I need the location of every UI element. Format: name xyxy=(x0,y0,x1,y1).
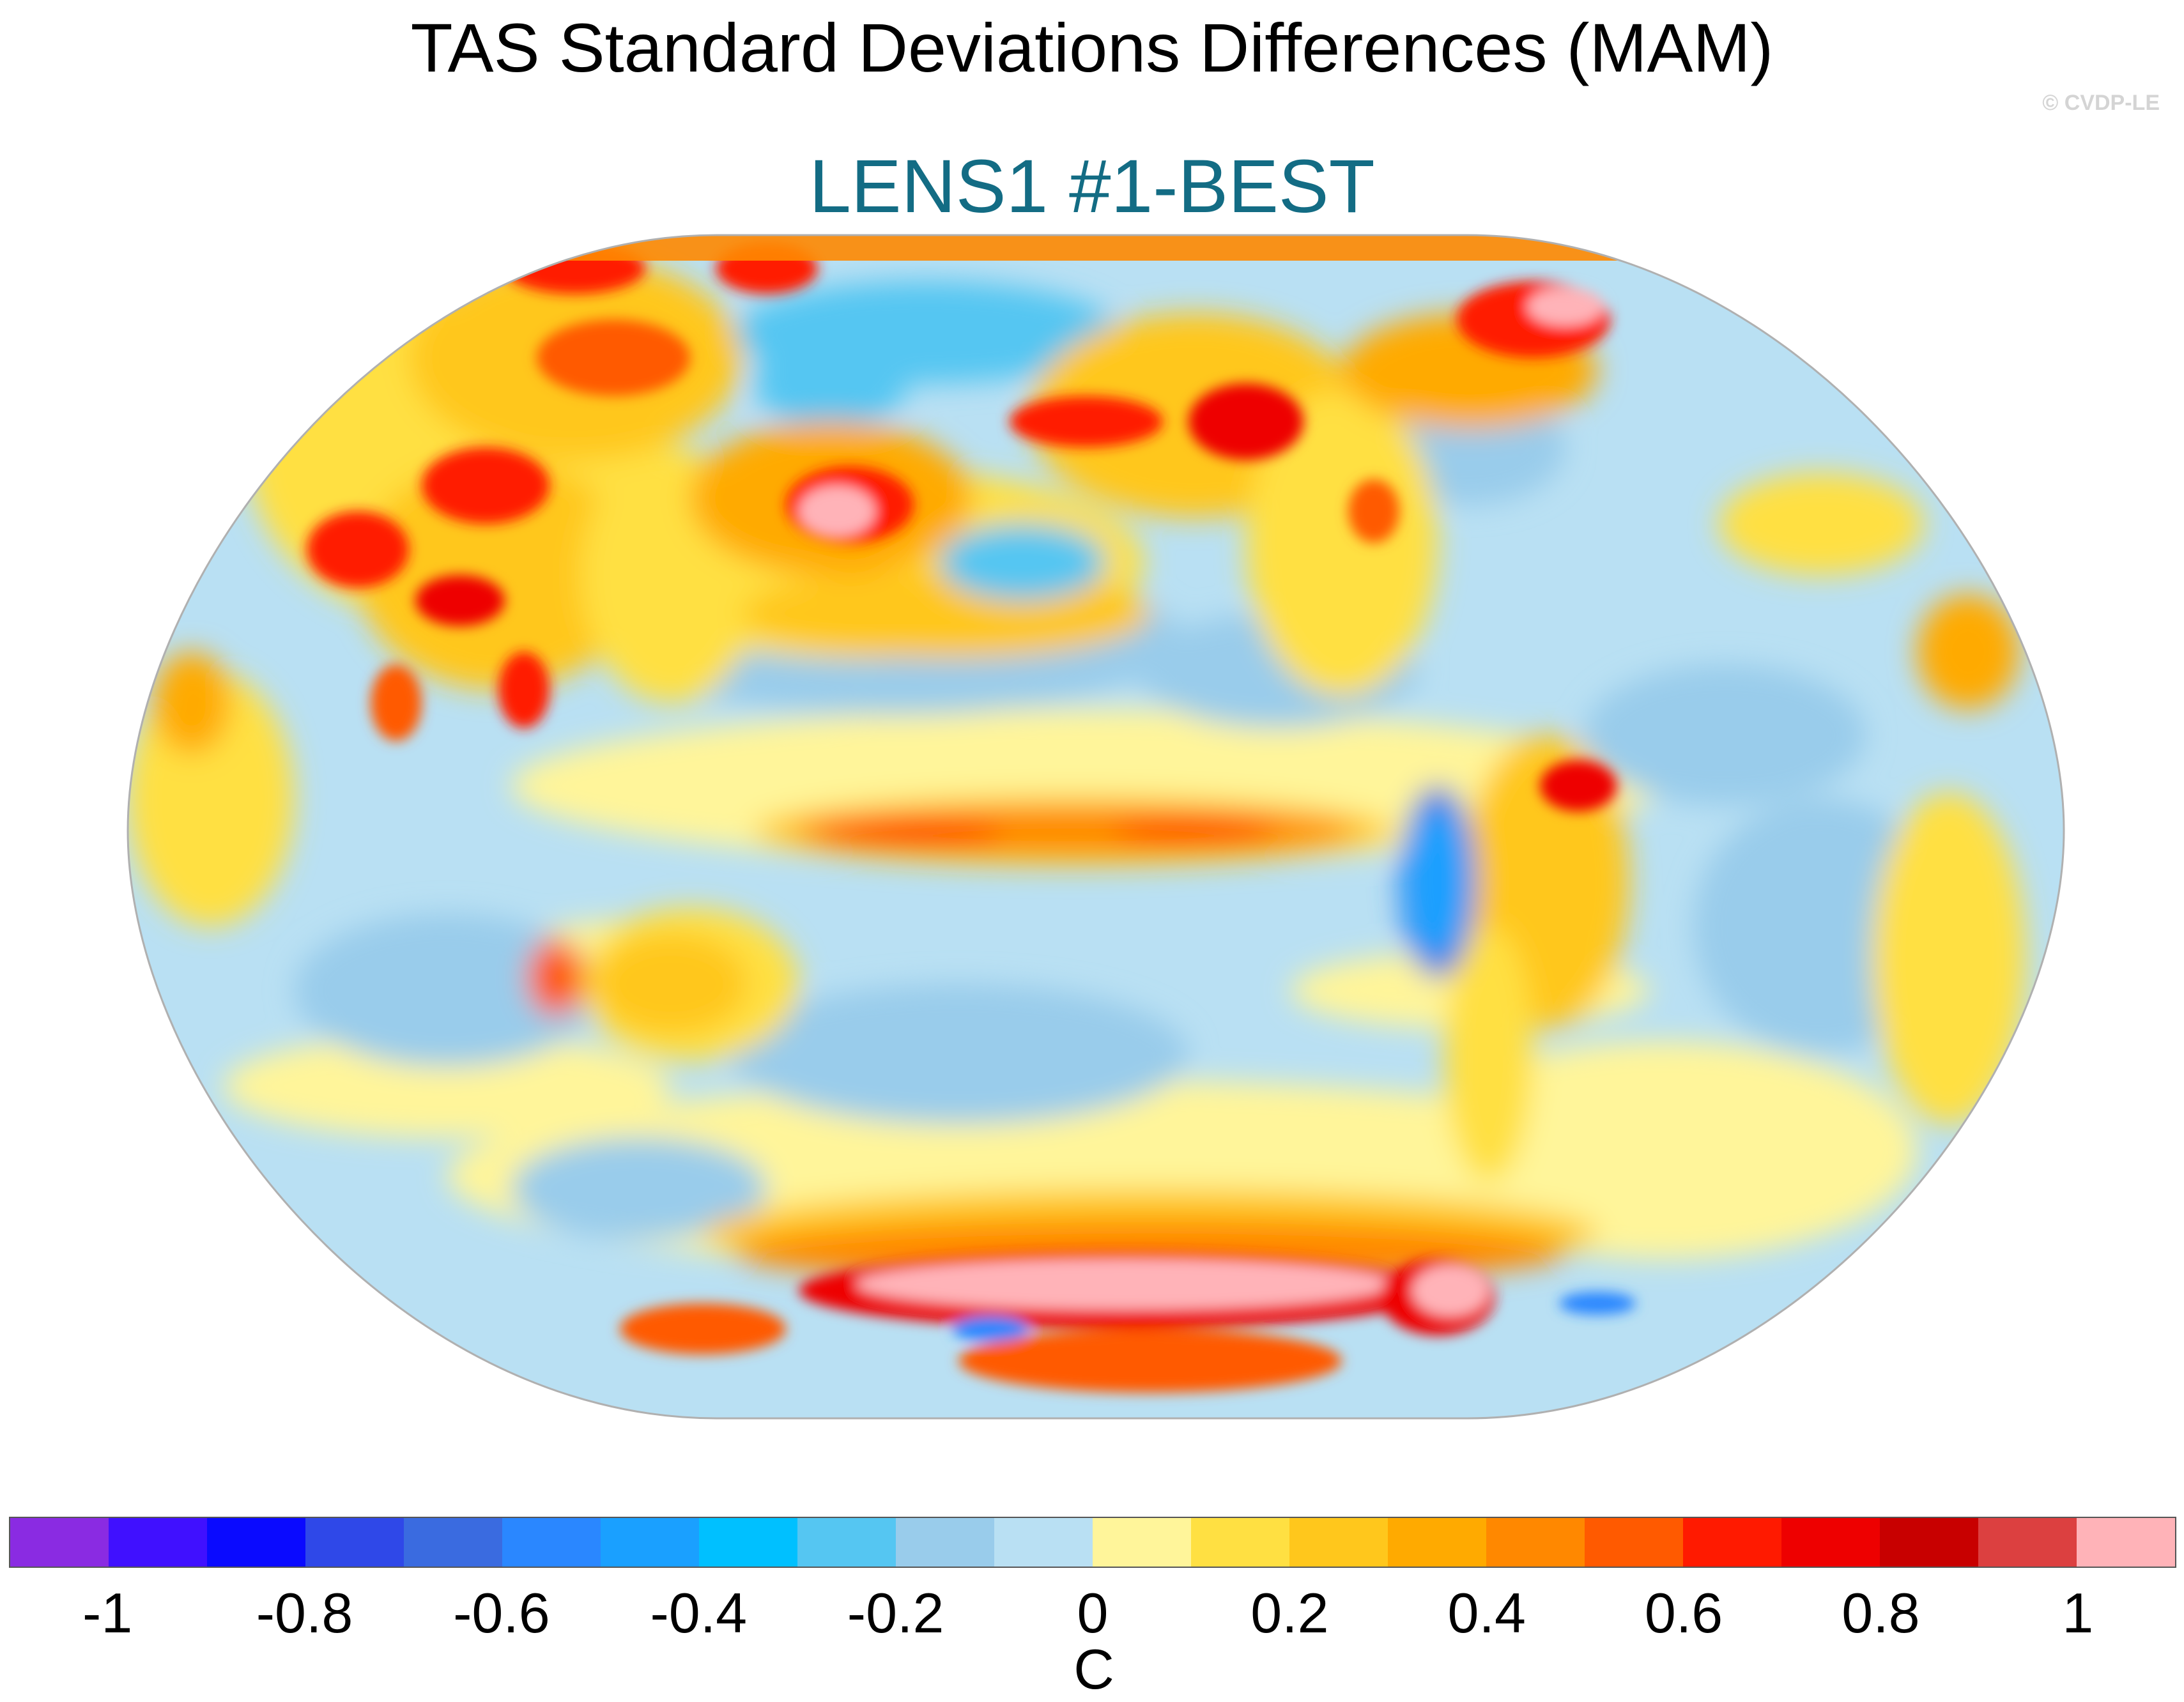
map-field xyxy=(128,235,2064,1418)
colorbar-swatch xyxy=(896,1518,994,1567)
colorbar-tick-label: 0.8 xyxy=(1842,1581,1920,1644)
colorbar-swatch xyxy=(404,1518,502,1567)
colorbar-swatch xyxy=(1978,1518,2077,1567)
colorbar-tick-label: -0.8 xyxy=(256,1581,353,1644)
colorbar-swatch xyxy=(1683,1518,1781,1567)
colorbar-swatch xyxy=(207,1518,305,1567)
colorbar-swatch xyxy=(10,1518,109,1567)
colorbar-swatch xyxy=(994,1518,1093,1567)
colorbar-swatch xyxy=(109,1518,207,1567)
colorbar-tick-label: -0.2 xyxy=(847,1581,944,1644)
colorbar-swatch xyxy=(1880,1518,1978,1567)
colorbar-tick-label: -0.6 xyxy=(453,1581,550,1644)
colorbar-swatch xyxy=(1388,1518,1486,1567)
colorbar-tick-label: -1 xyxy=(82,1581,133,1644)
colorbar-swatch xyxy=(601,1518,699,1567)
colorbar-swatch xyxy=(1093,1518,1191,1567)
colorbar-swatch xyxy=(1191,1518,1289,1567)
colorbar-tick-label: -0.4 xyxy=(650,1581,748,1644)
colorbar-tick-label: 0.2 xyxy=(1250,1581,1329,1644)
colorbar-tick-label: 1 xyxy=(2062,1581,2094,1644)
page-title: TAS Standard Deviations Differences (MAM… xyxy=(410,9,1774,86)
watermark: © CVDP-LE xyxy=(2042,91,2160,115)
colorbar-tick-label: 0.4 xyxy=(1447,1581,1526,1644)
colorbar-swatch xyxy=(699,1518,797,1567)
colorbar-tick-label: 0 xyxy=(1077,1581,1109,1644)
colorbar-unit-label: C xyxy=(1073,1637,1114,1701)
colorbar-swatch xyxy=(797,1518,896,1567)
map-subtitle: LENS1 #1-BEST xyxy=(809,144,1375,229)
colorbar-swatch xyxy=(1781,1518,1880,1567)
colorbar-swatch xyxy=(502,1518,601,1567)
map-outline xyxy=(127,234,2065,1420)
colorbar-swatch xyxy=(1585,1518,1683,1567)
colorbar xyxy=(9,1517,2176,1568)
colorbar-swatch xyxy=(305,1518,404,1567)
colorbar-swatch xyxy=(1486,1518,1585,1567)
colorbar-swatch xyxy=(1289,1518,1388,1567)
colorbar-tick-label: 0.6 xyxy=(1644,1581,1723,1644)
colorbar-swatch xyxy=(2077,1518,2175,1567)
